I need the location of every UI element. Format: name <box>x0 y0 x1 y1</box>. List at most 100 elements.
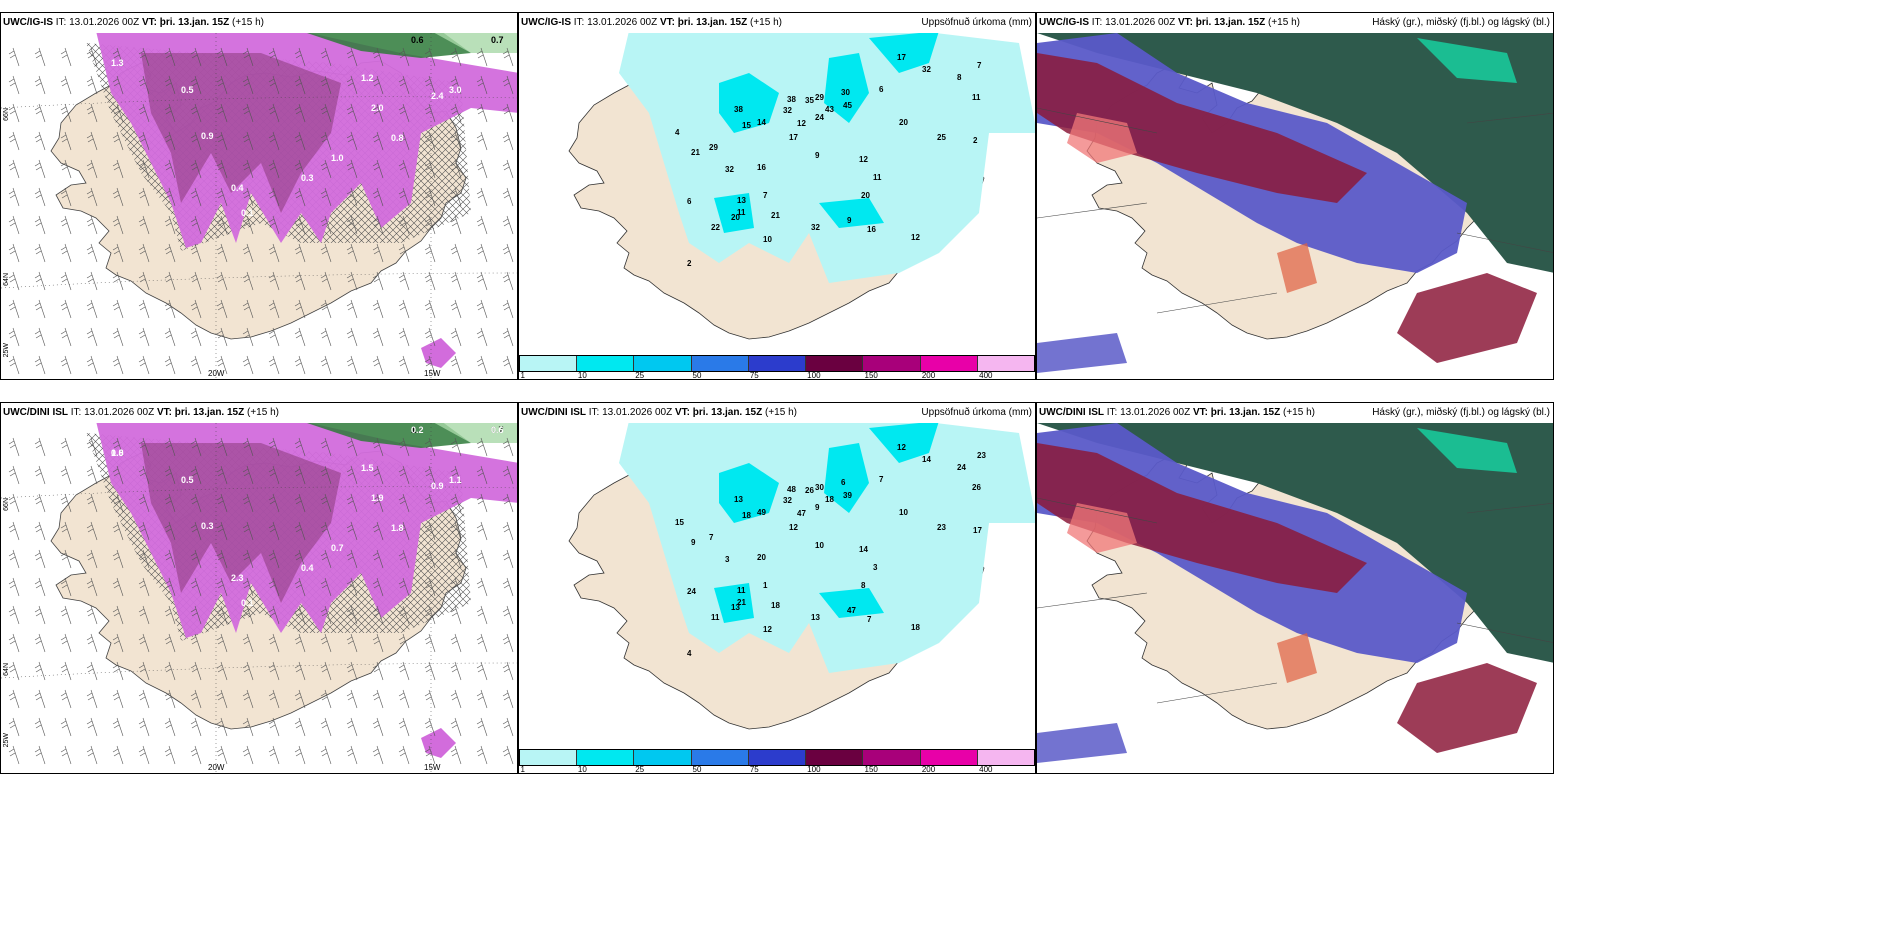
wind-barb <box>450 465 462 485</box>
wind-barb <box>502 187 514 207</box>
wind-barb <box>216 493 228 513</box>
wind-barb <box>8 521 20 541</box>
wind-barb <box>450 661 462 681</box>
colorbar-tick-label: 50 <box>692 371 702 380</box>
wind-barb <box>164 103 176 123</box>
wind-barb <box>138 633 150 653</box>
wind-barb <box>476 577 488 597</box>
accum-value-label: 13 <box>737 196 746 205</box>
wind-barb <box>450 187 462 207</box>
wind-barb <box>8 299 20 319</box>
wind-barb <box>216 605 228 625</box>
wind-barb <box>8 493 20 513</box>
colorbar-cell <box>977 356 1034 371</box>
wind-barb <box>112 745 124 765</box>
accum-value-label: 13 <box>811 613 820 622</box>
wind-barb <box>242 633 254 653</box>
precip-value-label: 0.5 <box>181 475 194 485</box>
wind-barb <box>424 75 436 95</box>
accum-value-label: 6 <box>879 85 884 94</box>
precip-value-label: 0.7 <box>331 543 344 553</box>
wind-barb <box>320 577 332 597</box>
wind-barb <box>268 131 280 151</box>
accum-value-label: 2 <box>687 259 692 268</box>
wind-barb <box>34 299 46 319</box>
colorbar-tick-label: 75 <box>749 765 759 774</box>
accum-value-label: 35 <box>805 96 814 105</box>
wind-barb <box>164 549 176 569</box>
colorbar-legend: 1 10 25 50 75 100 150 200 400 <box>519 745 1035 773</box>
wind-barb <box>502 605 514 625</box>
colorbar-cell <box>748 356 807 371</box>
wind-barb <box>346 661 358 681</box>
wind-barb <box>34 549 46 569</box>
map-canvas <box>1037 403 1553 773</box>
wind-barb <box>502 661 514 681</box>
wind-barb <box>424 465 436 485</box>
vt-value: þri. 13.jan. 15Z <box>1195 17 1266 28</box>
wind-barb <box>60 299 72 319</box>
wind-barb <box>8 355 20 375</box>
low-cloud-patch <box>1277 243 1317 293</box>
colorbar-tick-label: 400 <box>979 371 993 380</box>
wind-barb <box>60 437 72 457</box>
wind-barb <box>112 159 124 179</box>
wind-barb <box>450 75 462 95</box>
wind-barb <box>190 187 202 207</box>
wind-barb <box>450 493 462 513</box>
lead-time: (+15 h) <box>765 407 797 418</box>
wind-barb <box>60 605 72 625</box>
wind-barb <box>138 159 150 179</box>
wind-barb <box>86 605 98 625</box>
accum-value-label: 26 <box>805 486 814 495</box>
map-panel-dini-precip-type: 66N 64N 25W 20W 15W 1.2 0.7 1.0 0.5 0.3 0.7 1.5 1.9 1… <box>0 402 518 774</box>
wind-barb <box>60 493 72 513</box>
panel-header: UWC/DINI ISL IT: 13.01.2026 00Z VT: þri.… <box>519 403 1035 423</box>
accum-value-label: 15 <box>675 518 684 527</box>
wind-barb <box>138 47 150 67</box>
wind-barb <box>86 745 98 765</box>
accum-value-label: 21 <box>771 211 780 220</box>
wind-barb <box>450 689 462 709</box>
wind-barb <box>476 745 488 765</box>
wind-barb <box>294 437 306 457</box>
wind-barb <box>138 689 150 709</box>
accum-value-label: 18 <box>911 623 920 632</box>
wind-barb <box>164 159 176 179</box>
wind-barb <box>450 717 462 737</box>
lon-label-20w: 20W <box>208 369 225 378</box>
wind-barb <box>268 493 280 513</box>
wind-barb <box>216 437 228 457</box>
wind-barb <box>398 521 410 541</box>
wind-barb <box>8 465 20 485</box>
border-line <box>1037 592 1148 609</box>
precip-value-label: 0.7 <box>491 35 504 45</box>
moderate-precip-area <box>719 73 779 133</box>
colorbar-tick-label: 25 <box>635 765 645 774</box>
vt-value: þri. 13.jan. 15Z <box>159 17 230 28</box>
accum-value-label: 3 <box>873 563 878 572</box>
colorbar-labels: 1 10 25 50 75 100 150 200 400 <box>519 371 1035 380</box>
colorbar-cell <box>634 356 692 371</box>
wind-barb <box>242 549 254 569</box>
accum-value-label: 9 <box>815 503 820 512</box>
wind-barb <box>424 103 436 123</box>
wind-barb <box>294 493 306 513</box>
wind-barb <box>476 327 488 347</box>
wind-barb <box>60 745 72 765</box>
wind-barb <box>216 131 228 151</box>
wind-barb <box>346 299 358 319</box>
wind-barb <box>476 689 488 709</box>
low-cloud-area <box>1037 53 1367 203</box>
precip-value-label: 1.2 <box>361 73 374 83</box>
rain-cell-south <box>421 338 456 368</box>
colorbar-cell <box>920 750 978 765</box>
moderate-precip-area <box>714 583 754 623</box>
vt-label: VT: <box>674 407 690 418</box>
wind-barb <box>8 605 20 625</box>
wind-barb <box>268 299 280 319</box>
wind-barb <box>86 215 98 235</box>
map-panel-ig-accum: 17 32 7 8 11 6 30 45 29 43 24 35 38 32 12 17 14 38 15 20 25 2… <box>518 12 1036 380</box>
wind-barb <box>268 327 280 347</box>
wind-barb <box>190 103 202 123</box>
